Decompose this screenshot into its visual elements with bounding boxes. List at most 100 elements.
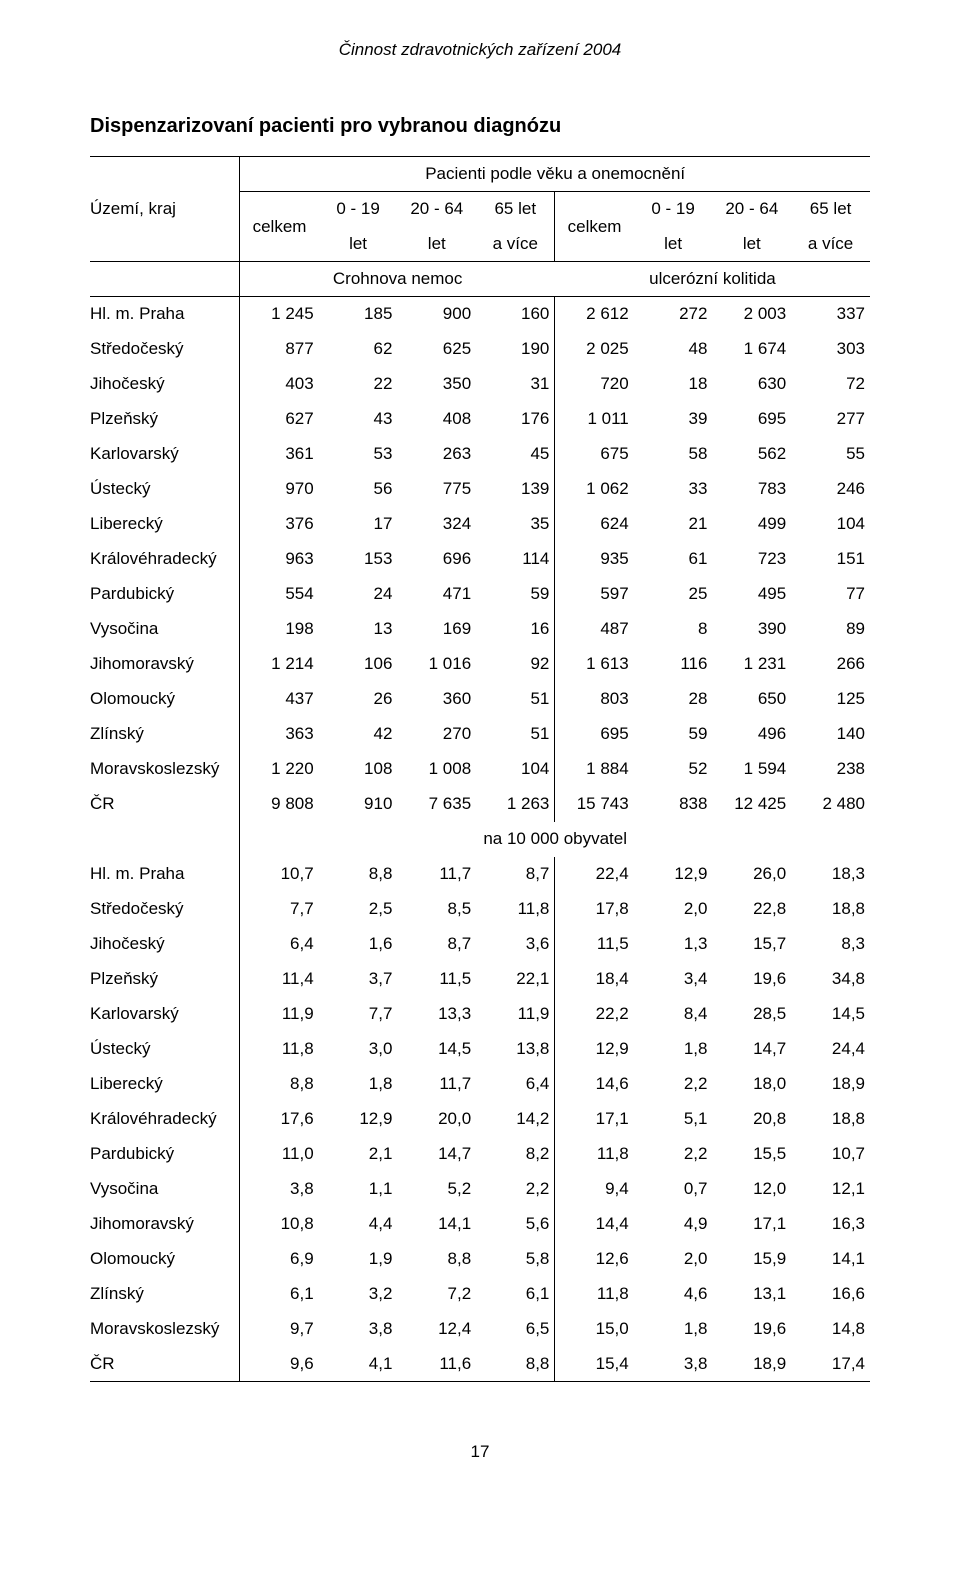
value-cell: 246 — [791, 472, 870, 507]
value-cell: 14,5 — [791, 997, 870, 1032]
value-cell: 2,1 — [319, 1137, 398, 1172]
region-cell: ČR — [90, 1347, 240, 1382]
value-cell: 104 — [476, 752, 555, 787]
region-cell: Vysočina — [90, 612, 240, 647]
value-cell: 18 — [634, 367, 713, 402]
value-cell: 116 — [634, 647, 713, 682]
value-cell: 1 220 — [240, 752, 319, 787]
col-celkem-1: celkem — [240, 192, 319, 262]
value-cell: 2,0 — [634, 1242, 713, 1277]
value-cell: 176 — [476, 402, 555, 437]
value-cell: 970 — [240, 472, 319, 507]
table-row: Hl. m. Praha1 2451859001602 6122722 0033… — [90, 297, 870, 332]
value-cell: 390 — [712, 612, 791, 647]
value-cell: 1 214 — [240, 647, 319, 682]
region-cell: Pardubický — [90, 577, 240, 612]
table-row: Jihočeský6,41,68,73,611,51,315,78,3 — [90, 927, 870, 962]
table-row: Vysočina1981316916487839089 — [90, 612, 870, 647]
value-cell: 4,6 — [634, 1277, 713, 1312]
value-cell: 15,4 — [555, 1347, 634, 1382]
region-cell: Olomoucký — [90, 1242, 240, 1277]
region-cell: Jihočeský — [90, 927, 240, 962]
value-cell: 650 — [712, 682, 791, 717]
value-cell: 838 — [634, 787, 713, 822]
value-cell: 8,4 — [634, 997, 713, 1032]
value-cell: 363 — [240, 717, 319, 752]
value-cell: 1 613 — [555, 647, 634, 682]
value-cell: 696 — [397, 542, 476, 577]
value-cell: 59 — [476, 577, 555, 612]
value-cell: 22,1 — [476, 962, 555, 997]
value-cell: 303 — [791, 332, 870, 367]
region-cell: Královéhradecký — [90, 542, 240, 577]
value-cell: 877 — [240, 332, 319, 367]
value-cell: 6,4 — [476, 1067, 555, 1102]
value-cell: 695 — [555, 717, 634, 752]
value-cell: 198 — [240, 612, 319, 647]
value-cell: 24,4 — [791, 1032, 870, 1067]
col-0-19-b-bot: let — [634, 227, 713, 262]
value-cell: 9,4 — [555, 1172, 634, 1207]
value-cell: 270 — [397, 717, 476, 752]
value-cell: 48 — [634, 332, 713, 367]
value-cell: 3,2 — [319, 1277, 398, 1312]
col-20-64-a-bot: let — [397, 227, 476, 262]
table-row: Ústecký11,83,014,513,812,91,814,724,4 — [90, 1032, 870, 1067]
col-span-title: Pacienti podle věku a onemocnění — [240, 157, 870, 192]
value-cell: 9 808 — [240, 787, 319, 822]
value-cell: 89 — [791, 612, 870, 647]
value-cell: 1 245 — [240, 297, 319, 332]
value-cell: 18,9 — [791, 1067, 870, 1102]
table-row: Plzeňský11,43,711,522,118,43,419,634,8 — [90, 962, 870, 997]
table-row: Liberecký8,81,811,76,414,62,218,018,9 — [90, 1067, 870, 1102]
value-cell: 26 — [319, 682, 398, 717]
value-cell: 19,6 — [712, 962, 791, 997]
value-cell: 17,8 — [555, 892, 634, 927]
value-cell: 3,7 — [319, 962, 398, 997]
col-0-19-a-bot: let — [319, 227, 398, 262]
value-cell: 1 062 — [555, 472, 634, 507]
region-cell: Vysočina — [90, 1172, 240, 1207]
region-cell: Jihomoravský — [90, 647, 240, 682]
value-cell: 1,8 — [634, 1032, 713, 1067]
value-cell: 627 — [240, 402, 319, 437]
value-cell: 11,7 — [397, 857, 476, 892]
value-cell: 22 — [319, 367, 398, 402]
region-cell: Ústecký — [90, 472, 240, 507]
value-cell: 12 425 — [712, 787, 791, 822]
value-cell: 14,5 — [397, 1032, 476, 1067]
value-cell: 62 — [319, 332, 398, 367]
value-cell: 33 — [634, 472, 713, 507]
value-cell: 18,3 — [791, 857, 870, 892]
table-row: Královéhradecký17,612,920,014,217,15,120… — [90, 1102, 870, 1137]
value-cell: 238 — [791, 752, 870, 787]
value-cell: 20,8 — [712, 1102, 791, 1137]
value-cell: 1 884 — [555, 752, 634, 787]
table-row: Moravskoslezský9,73,812,46,515,01,819,61… — [90, 1312, 870, 1347]
data-table: Území, kraj Pacienti podle věku a onemoc… — [90, 156, 870, 1382]
value-cell: 18,8 — [791, 1102, 870, 1137]
value-cell: 8 — [634, 612, 713, 647]
value-cell: 61 — [634, 542, 713, 577]
table-row: Jihomoravský10,84,414,15,614,44,917,116,… — [90, 1207, 870, 1242]
value-cell: 14,1 — [791, 1242, 870, 1277]
group-crohn: Crohnova nemoc — [240, 262, 555, 297]
value-cell: 496 — [712, 717, 791, 752]
region-cell: Zlínský — [90, 717, 240, 752]
value-cell: 2 480 — [791, 787, 870, 822]
region-cell: Liberecký — [90, 1067, 240, 1102]
value-cell: 153 — [319, 542, 398, 577]
value-cell: 11,9 — [476, 997, 555, 1032]
value-cell: 18,0 — [712, 1067, 791, 1102]
value-cell: 2,2 — [634, 1067, 713, 1102]
value-cell: 18,4 — [555, 962, 634, 997]
value-cell: 56 — [319, 472, 398, 507]
col-65-a-bot: a více — [476, 227, 555, 262]
value-cell: 408 — [397, 402, 476, 437]
value-cell: 2,5 — [319, 892, 398, 927]
value-cell: 12,9 — [555, 1032, 634, 1067]
value-cell: 4,1 — [319, 1347, 398, 1382]
value-cell: 630 — [712, 367, 791, 402]
value-cell: 1 011 — [555, 402, 634, 437]
value-cell: 14,4 — [555, 1207, 634, 1242]
